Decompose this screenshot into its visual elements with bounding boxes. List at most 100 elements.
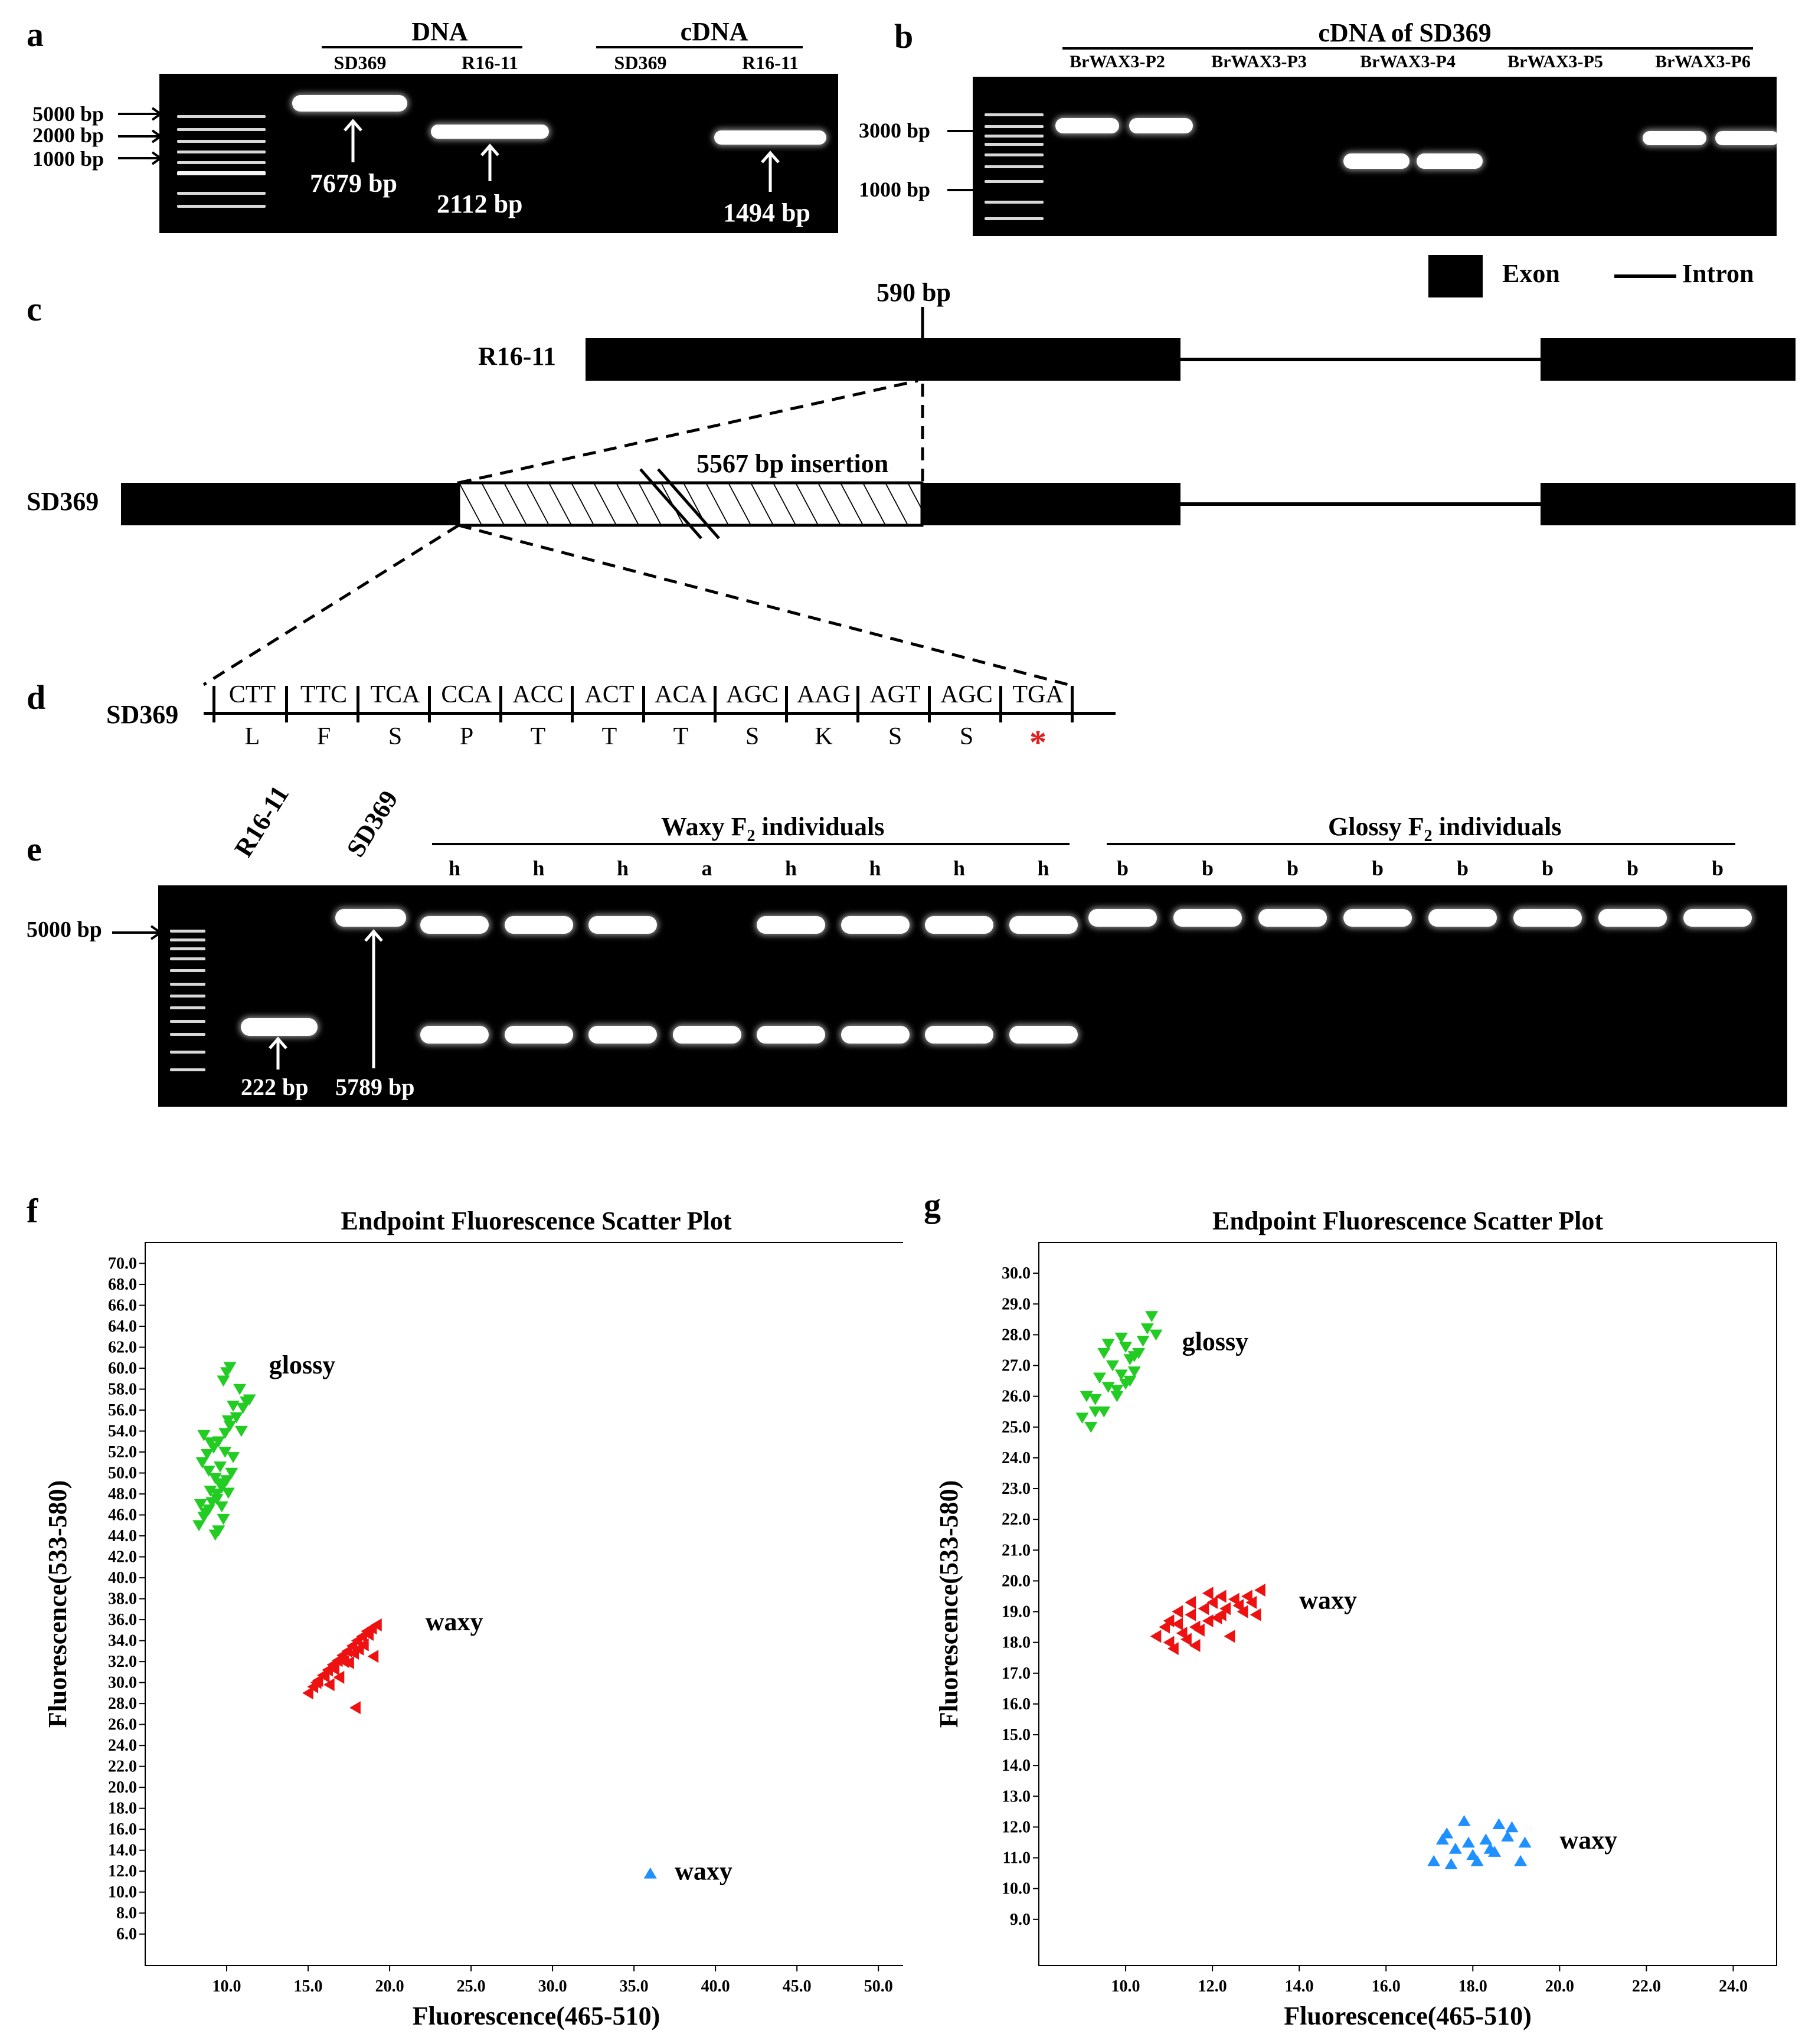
data-point [1172, 1617, 1183, 1631]
panel-label-b: b [894, 17, 914, 55]
data-point [1149, 1329, 1163, 1341]
y-tick-label: 29.0 [1002, 1295, 1031, 1313]
band-r1611-cdna [714, 130, 826, 145]
data-point [1461, 1836, 1475, 1848]
amino-acid: T [530, 723, 546, 750]
data-point [1254, 1584, 1265, 1597]
x-tick-label: 20.0 [1545, 1977, 1574, 1996]
y-tick-label: 46.0 [108, 1506, 137, 1525]
ladder-band [985, 125, 1044, 128]
data-point [194, 1499, 207, 1510]
y-tick-label: 36.0 [108, 1611, 137, 1629]
band-lower [757, 1026, 825, 1044]
waxy-group-line [432, 843, 1070, 845]
genotype-letter: h [616, 856, 629, 880]
y-tick-label: 50.0 [108, 1464, 137, 1483]
band-lower [1009, 1026, 1078, 1044]
panel-label-a: a [27, 15, 44, 54]
band-upper [1428, 909, 1497, 927]
data-point [1241, 1590, 1252, 1603]
y-tick-label: 54.0 [108, 1422, 137, 1441]
data-point [225, 1467, 238, 1479]
data-point [1123, 1375, 1137, 1387]
amino-acid: S [745, 723, 760, 750]
cluster-annotation: waxy [1299, 1585, 1357, 1614]
genotype-label-sd369-seq: SD369 [106, 700, 179, 729]
codon-separator [714, 686, 717, 722]
cluster-annotation: glossy [1182, 1327, 1248, 1356]
y-tick-label: 48.0 [108, 1485, 137, 1503]
data-point [240, 1397, 253, 1408]
exon-box [1541, 338, 1796, 381]
chart-title: Endpoint Fluorescence Scatter Plot [1212, 1206, 1603, 1235]
band-p4 [1343, 153, 1410, 169]
series-waxy-2 [1427, 1815, 1532, 1869]
data-point [1189, 1639, 1201, 1652]
ladder-band [170, 947, 205, 950]
y-tick-label: 62.0 [108, 1339, 137, 1357]
band-upper [588, 916, 657, 934]
y-tick-label: 44.0 [108, 1527, 137, 1545]
waxy-group-label: Waxy F2 individuals [661, 812, 885, 845]
gene-structure-diagram [121, 307, 1796, 686]
data-point [1172, 1605, 1183, 1618]
data-point [1457, 1815, 1471, 1826]
y-tick-label: 13.0 [1002, 1787, 1031, 1806]
legend-exon-swatch [1428, 255, 1483, 297]
data-point [333, 1670, 345, 1684]
data-point [1176, 1627, 1188, 1640]
data-point [1127, 1366, 1141, 1378]
band-size-label: 2112 bp [437, 189, 523, 218]
data-point [328, 1662, 340, 1676]
ladder-band [985, 165, 1044, 168]
y-tick-label: 58.0 [108, 1381, 137, 1399]
band-upper [1173, 909, 1242, 927]
amino-acid: T [673, 723, 689, 750]
y-tick-label: 15.0 [1002, 1726, 1031, 1744]
genotype-letter: b [1711, 856, 1724, 880]
data-point [1110, 1391, 1124, 1402]
data-point [310, 1676, 322, 1689]
y-tick-label: 21.0 [1002, 1541, 1031, 1559]
band-upper [1683, 909, 1752, 927]
gel-image-a: 7679 bp 2112 bp 1494 bp [159, 74, 838, 233]
codon-separator [571, 686, 574, 722]
data-point [343, 1656, 354, 1669]
data-point [227, 1452, 240, 1463]
x-tick-label: 18.0 [1458, 1977, 1487, 1996]
y-tick-label: 42.0 [108, 1548, 137, 1566]
ladder-band [985, 180, 1044, 183]
y-tick-label: 18.0 [1002, 1634, 1031, 1652]
glossy-group-line [1107, 843, 1735, 845]
x-tick-label: 12.0 [1198, 1977, 1227, 1996]
stop-codon-symbol: * [1029, 723, 1047, 761]
codon: CTT [228, 681, 276, 708]
y-tick-label: 24.0 [1002, 1449, 1031, 1467]
data-point [1466, 1849, 1480, 1860]
data-point [218, 1428, 232, 1440]
ladder-band [170, 1020, 205, 1023]
y-tick-label: 16.0 [108, 1820, 137, 1839]
data-point [1093, 1372, 1106, 1384]
band-upper [504, 916, 573, 934]
band-upper [1088, 909, 1157, 927]
y-axis-label: Fluorescence(533-580) [47, 1480, 72, 1728]
x-tick-label: 14.0 [1285, 1977, 1314, 1996]
lane-label: BrWAX3-P4 [1360, 52, 1456, 71]
x-axis-label: Fluorescence(465-510) [1284, 2002, 1532, 2030]
data-point [1448, 1843, 1462, 1854]
x-tick-label: 15.0 [294, 1977, 323, 1996]
band-p6 [1643, 131, 1706, 145]
codon: AGT [869, 681, 921, 708]
data-point [1193, 1623, 1205, 1637]
band-upper [757, 916, 825, 934]
y-tick-label: 10.0 [1002, 1880, 1031, 1898]
data-point [1479, 1833, 1493, 1845]
lane-label: BrWAX3-P5 [1507, 52, 1603, 71]
scatter-plot-f: Endpoint Fluorescence Scatter Plot 10.0 15… [47, 1206, 903, 2030]
band-upper [420, 916, 489, 934]
y-tick-label: 20.0 [108, 1778, 137, 1797]
data-point [371, 1618, 382, 1632]
ladder-band [985, 217, 1044, 220]
band-arrows [269, 929, 383, 1070]
